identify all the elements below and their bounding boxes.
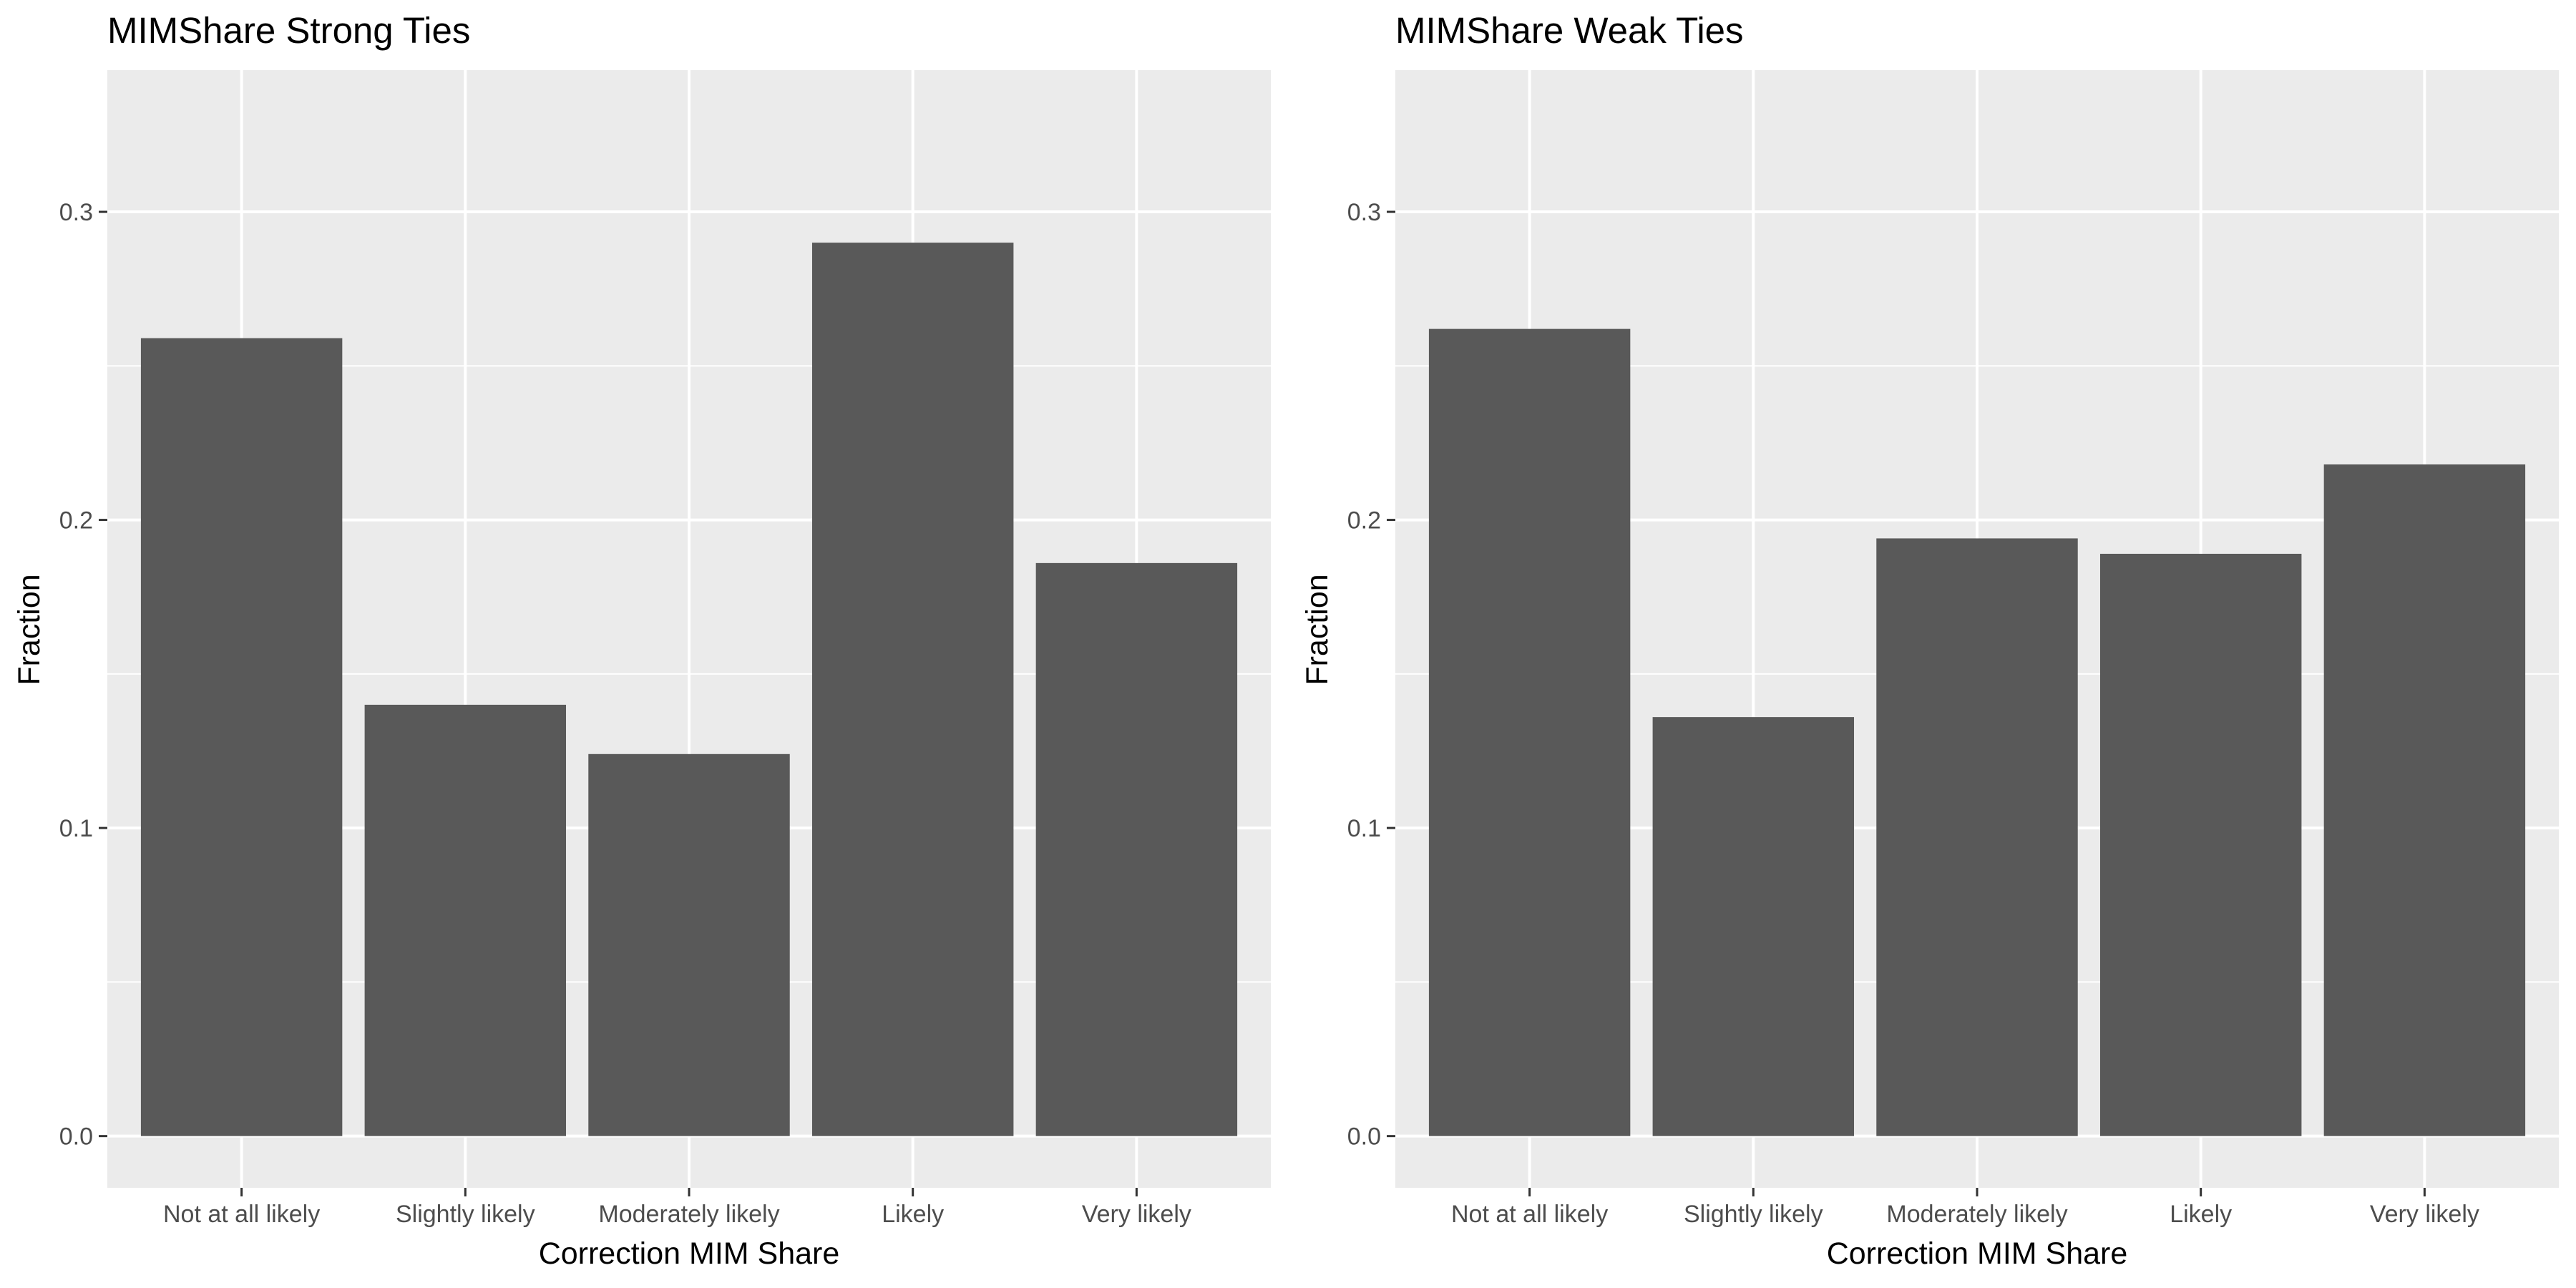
x-tick-label: Slightly likely (1684, 1201, 1823, 1228)
x-tick-label: Likely (882, 1201, 944, 1228)
chart-title: MIMShare Strong Ties (107, 10, 470, 51)
x-tick-label: Slightly likely (396, 1201, 535, 1228)
x-tick-label: Moderately likely (598, 1201, 779, 1228)
bar (588, 753, 790, 1136)
plot-area (107, 70, 1271, 1188)
chart-weak-ties: MIMShare Weak Ties Fraction Correction M… (1300, 10, 2559, 1271)
x-axis-title: Correction MIM Share (1827, 1236, 2128, 1271)
y-tick-label: 0.2 (1347, 507, 1381, 535)
x-axis: Not at all likely Slightly likely Moderate… (1451, 1188, 2479, 1228)
chart-strong-ties: MIMShare Strong Ties Fraction Correction… (12, 10, 1271, 1271)
y-tick-label: 0.3 (1347, 199, 1381, 226)
bar (140, 338, 343, 1136)
y-tick-label: 0.3 (59, 199, 93, 226)
x-tick-label: Likely (2170, 1201, 2232, 1228)
y-tick-label: 0.0 (59, 1123, 93, 1151)
chart-title: MIMShare Weak Ties (1395, 10, 1744, 51)
x-axis: Not at all likely Slightly likely Moderate… (163, 1188, 1191, 1228)
x-tick-label: Very likely (1082, 1201, 1191, 1228)
y-tick-label: 0.1 (59, 815, 93, 842)
bars (1428, 328, 2526, 1136)
y-axis: 0.0 0.1 0.2 0.3 (59, 199, 107, 1151)
y-tick-label: 0.1 (1347, 815, 1381, 842)
x-tick-label: Very likely (2370, 1201, 2479, 1228)
plot-area (1395, 70, 2559, 1188)
y-axis: 0.0 0.1 0.2 0.3 (1347, 199, 1395, 1151)
y-axis-title: Fraction (12, 574, 47, 685)
bar (811, 243, 1014, 1136)
bars (140, 243, 1238, 1136)
bar (364, 704, 567, 1136)
y-tick-label: 0.2 (59, 507, 93, 535)
bar (1652, 717, 1855, 1136)
x-tick-label: Moderately likely (1886, 1201, 2067, 1228)
y-axis-title: Fraction (1300, 574, 1335, 685)
x-tick-label: Not at all likely (163, 1201, 320, 1228)
y-tick-label: 0.0 (1347, 1123, 1381, 1151)
bar (2099, 553, 2302, 1136)
bar (1035, 562, 1238, 1136)
x-axis-title: Correction MIM Share (539, 1236, 840, 1271)
bar (2323, 464, 2526, 1136)
bar (1428, 328, 1631, 1136)
bar (1876, 538, 2078, 1136)
x-tick-label: Not at all likely (1451, 1201, 1608, 1228)
